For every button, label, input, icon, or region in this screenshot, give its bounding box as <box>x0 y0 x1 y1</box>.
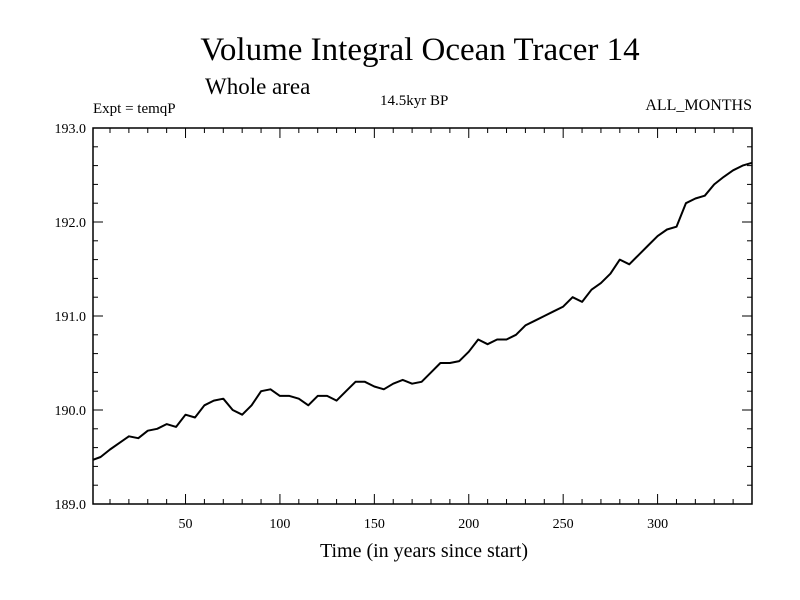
y-tick-label: 192.0 <box>55 216 87 231</box>
x-tick-label: 250 <box>553 517 574 532</box>
period-label: 14.5kyr BP <box>380 93 449 109</box>
plot-frame <box>92 127 753 505</box>
y-tick-label: 189.0 <box>55 498 87 513</box>
series-line <box>92 161 753 461</box>
axis-ticks: 50 100 150 200 250 300 189.0 190.0 191.0 192.0 193… <box>55 122 752 532</box>
y-tick-label: 193.0 <box>55 122 87 137</box>
x-axis-title: Time (in years since start) <box>319 540 529 562</box>
x-tick-label: 300 <box>647 517 668 532</box>
x-tick-label: 50 <box>179 517 193 532</box>
chart-title: Volume Integral Ocean Tracer 14 <box>200 32 640 68</box>
chart-subtitle: Whole area <box>205 74 311 99</box>
experiment-label: Expt = temqP <box>93 101 176 117</box>
series-group <box>92 161 753 461</box>
x-tick-label: 100 <box>269 517 290 532</box>
y-tick-label: 190.0 <box>55 404 87 419</box>
y-tick-label: 191.0 <box>55 310 87 325</box>
x-tick-label: 200 <box>458 517 479 532</box>
x-tick-label: 150 <box>364 517 385 532</box>
months-label: ALL_MONTHS <box>645 97 752 114</box>
